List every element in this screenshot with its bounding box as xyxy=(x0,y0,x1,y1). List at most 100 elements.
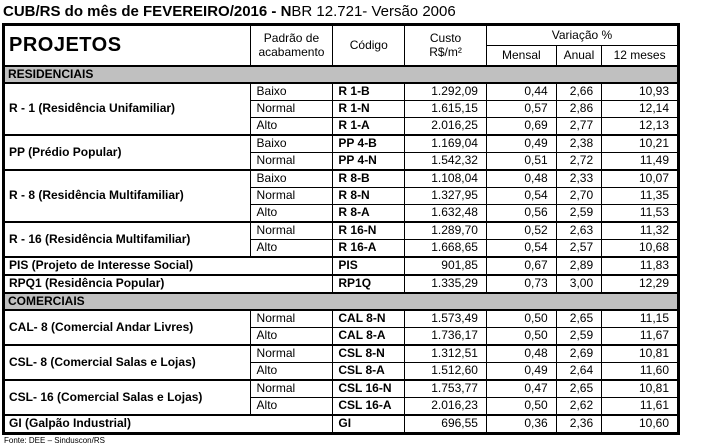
finish-standard: Alto xyxy=(249,239,334,258)
finish-standard: Alto xyxy=(249,204,334,223)
cost-value: 1.292,09 xyxy=(404,82,487,101)
cub-table: PROJETOS Padrão de acabamento Código Cus… xyxy=(2,23,680,435)
finish-standard: Normal xyxy=(249,152,334,171)
cost-value: 1.512,60 xyxy=(404,362,487,381)
table-row: PP (Prédio Popular) Baixo PP 4-B 1.169,04 0,… xyxy=(3,134,679,171)
code-value: R 1-N xyxy=(332,100,406,118)
cost-value: 901,85 xyxy=(404,256,487,276)
cost-value: 1.632,48 xyxy=(404,204,487,223)
column-header-codigo: Código xyxy=(332,24,406,67)
monthly-variation: 0,50 xyxy=(485,309,557,328)
annual-variation: 3,00 xyxy=(555,274,603,294)
column-header-mensal: Mensal xyxy=(485,45,557,67)
twelve-month-variation: 10,81 xyxy=(601,344,679,363)
custo-label-line1: Custo xyxy=(429,30,462,45)
finish-standard: Alto xyxy=(249,327,334,346)
page-title-bold: CUB/RS do mês de FEVEREIRO/2016 - N xyxy=(3,3,292,20)
page-title-rest: BR 12.721- Versão 2006 xyxy=(291,3,456,20)
annual-variation: 2,62 xyxy=(555,397,603,416)
monthly-variation: 0,48 xyxy=(485,169,557,188)
monthly-variation: 0,49 xyxy=(485,134,557,153)
code-value: RP1Q xyxy=(332,274,406,294)
twelve-month-variation: 10,07 xyxy=(601,169,679,188)
annual-variation: 2,69 xyxy=(555,344,603,363)
annual-variation: 2,33 xyxy=(555,169,603,188)
twelve-month-variation: 11,60 xyxy=(601,362,679,381)
finish-standard: Normal xyxy=(249,187,334,205)
table-row: Normal R 8-N 1.327,95 0,54 2,70 11,35 xyxy=(4,187,679,205)
code-value: CSL 16-N xyxy=(332,379,406,398)
cost-value: 1.542,32 xyxy=(404,152,487,171)
project-name: PIS (Projeto de Interesse Social) xyxy=(2,256,334,276)
annual-variation: 2,36 xyxy=(555,414,603,434)
twelve-month-variation: 11,49 xyxy=(601,152,679,171)
column-header-variacao: Variação % xyxy=(485,24,680,46)
twelve-month-variation: 11,83 xyxy=(601,256,679,276)
cost-value: 1.335,29 xyxy=(404,274,487,294)
twelve-month-variation: 12,14 xyxy=(601,100,679,118)
twelve-month-variation: 11,15 xyxy=(601,309,679,328)
twelve-month-variation: 10,68 xyxy=(601,239,679,258)
table-row: R - 8 (Residência Multifamiliar) Baixo R 8… xyxy=(3,169,679,223)
cost-value: 2.016,25 xyxy=(404,117,487,136)
code-value: GI xyxy=(332,414,406,434)
twelve-month-variation: 12,29 xyxy=(601,274,679,294)
table-body: RESIDENCIAIS R - 1 (Residência Unifamilia… xyxy=(2,65,679,434)
monthly-variation: 0,51 xyxy=(485,152,557,171)
monthly-variation: 0,69 xyxy=(485,117,557,136)
cost-value: 1.615,15 xyxy=(404,100,487,118)
code-value: CSL 16-A xyxy=(332,397,406,416)
code-value: CSL 8-A xyxy=(332,362,406,381)
twelve-month-variation: 10,81 xyxy=(601,379,679,398)
column-header-anual: Anual xyxy=(555,45,603,67)
annual-variation: 2,89 xyxy=(555,256,603,276)
annual-variation: 2,72 xyxy=(555,152,603,171)
finish-standard: Alto xyxy=(249,117,334,136)
code-value: PP 4-N xyxy=(332,152,406,171)
twelve-month-variation: 10,93 xyxy=(601,82,679,101)
table-row: Alto CSL 16-A 2.016,23 0,50 2,62 11,61 xyxy=(4,397,679,416)
section-row: COMERCIAIS xyxy=(3,292,679,311)
code-value: R 8-B xyxy=(332,169,406,188)
page-title: CUB/RS do mês de FEVEREIRO/2016 - NBR 12… xyxy=(3,3,702,20)
cost-value: 2.016,23 xyxy=(404,397,487,416)
cost-value: 1.289,70 xyxy=(404,221,487,240)
annual-variation: 2,70 xyxy=(555,187,603,205)
table-row: GI (Galpão Industrial) GI 696,55 0,36 2,36 10… xyxy=(2,414,679,434)
annual-variation: 2,66 xyxy=(555,82,603,101)
table-row: Normal PP 4-N 1.542,32 0,51 2,72 11,49 xyxy=(4,152,679,171)
monthly-variation: 0,54 xyxy=(485,239,557,258)
twelve-month-variation: 10,21 xyxy=(601,134,679,153)
project-name: CAL- 8 (Comercial Andar Livres) xyxy=(3,309,251,346)
annual-variation: 2,59 xyxy=(555,204,603,223)
monthly-variation: 0,50 xyxy=(485,397,557,416)
project-name: PP (Prédio Popular) xyxy=(3,134,251,171)
monthly-variation: 0,44 xyxy=(485,82,557,101)
annual-variation: 2,86 xyxy=(555,100,603,118)
project-name: RPQ1 (Residência Popular) xyxy=(2,274,334,294)
custo-label-line2: R$/m² xyxy=(429,44,462,59)
table-row: PIS (Projeto de Interesse Social) PIS 901,… xyxy=(2,256,679,276)
code-value: R 16-A xyxy=(332,239,406,258)
cost-value: 696,55 xyxy=(404,414,487,434)
code-value: R 1-A xyxy=(332,117,406,136)
column-header-projetos: PROJETOS xyxy=(3,24,251,67)
section-header: RESIDENCIAIS xyxy=(3,65,679,84)
column-header-12meses: 12 meses xyxy=(601,45,679,67)
code-value: R 8-N xyxy=(332,187,406,205)
table-row: R - 1 (Residência Unifamiliar) Baixo R 1-B… xyxy=(3,82,679,136)
project-name: GI (Galpão Industrial) xyxy=(2,414,334,434)
monthly-variation: 0,54 xyxy=(485,187,557,205)
project-name: R - 1 (Residência Unifamiliar) xyxy=(3,82,251,136)
table-row: Normal R 1-N 1.615,15 0,57 2,86 12,14 xyxy=(4,100,679,118)
monthly-variation: 0,36 xyxy=(485,414,557,434)
code-value: PP 4-B xyxy=(332,134,406,153)
monthly-variation: 0,67 xyxy=(485,256,557,276)
annual-variation: 2,64 xyxy=(555,362,603,381)
monthly-variation: 0,56 xyxy=(485,204,557,223)
twelve-month-variation: 11,61 xyxy=(601,397,679,416)
column-header-custo: Custo R$/m² xyxy=(404,24,487,67)
table-row: RPQ1 (Residência Popular) RP1Q 1.335,29 0,7… xyxy=(2,274,679,294)
twelve-month-variation: 11,67 xyxy=(601,327,679,346)
finish-standard: Normal xyxy=(249,309,334,328)
